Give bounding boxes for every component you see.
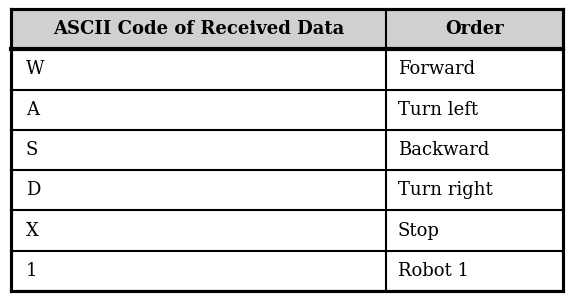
Bar — [386, 251, 563, 291]
Text: Forward: Forward — [398, 60, 475, 78]
Bar — [386, 210, 563, 251]
Text: Backward: Backward — [398, 141, 489, 159]
Text: Robot 1: Robot 1 — [398, 262, 468, 280]
Bar — [386, 90, 563, 130]
Bar — [386, 130, 563, 170]
Bar — [11, 9, 386, 49]
Bar — [386, 9, 563, 49]
Text: W: W — [26, 60, 44, 78]
Text: A: A — [26, 101, 39, 119]
Text: 1: 1 — [26, 262, 37, 280]
Text: Turn left: Turn left — [398, 101, 478, 119]
Text: ASCII Code of Received Data: ASCII Code of Received Data — [53, 20, 344, 38]
Text: D: D — [26, 181, 40, 199]
Bar — [11, 130, 386, 170]
Bar — [11, 251, 386, 291]
Bar — [11, 210, 386, 251]
Bar — [11, 170, 386, 210]
Text: Stop: Stop — [398, 222, 440, 240]
Text: X: X — [26, 222, 38, 240]
Bar — [11, 49, 386, 90]
Bar — [386, 49, 563, 90]
Bar — [11, 90, 386, 130]
Text: Order: Order — [445, 20, 504, 38]
Text: Turn right: Turn right — [398, 181, 492, 199]
Bar — [386, 170, 563, 210]
Text: S: S — [26, 141, 38, 159]
